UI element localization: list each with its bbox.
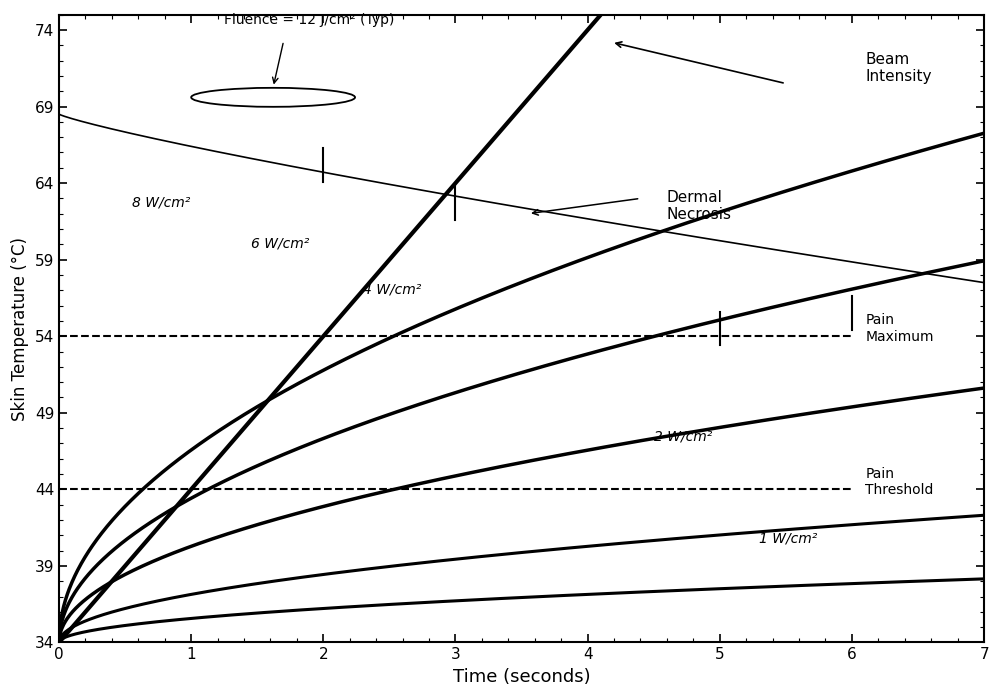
Text: Pain
Threshold: Pain Threshold [865, 466, 934, 497]
Text: 4 W/cm²: 4 W/cm² [363, 282, 421, 296]
Text: Dermal
Necrosis: Dermal Necrosis [667, 190, 732, 222]
Text: Beam
Intensity: Beam Intensity [865, 52, 932, 84]
Text: 1 W/cm²: 1 W/cm² [759, 532, 818, 546]
Text: 2 W/cm²: 2 W/cm² [654, 429, 712, 443]
X-axis label: Time (seconds): Time (seconds) [453, 668, 590, 686]
Text: Fluence = 12 J/cm² (Typ): Fluence = 12 J/cm² (Typ) [224, 13, 395, 27]
Text: 8 W/cm²: 8 W/cm² [132, 195, 190, 209]
Y-axis label: Skin Temperature (°C): Skin Temperature (°C) [11, 236, 29, 420]
Text: 6 W/cm²: 6 W/cm² [251, 236, 309, 250]
Text: Pain
Maximum: Pain Maximum [865, 314, 934, 344]
